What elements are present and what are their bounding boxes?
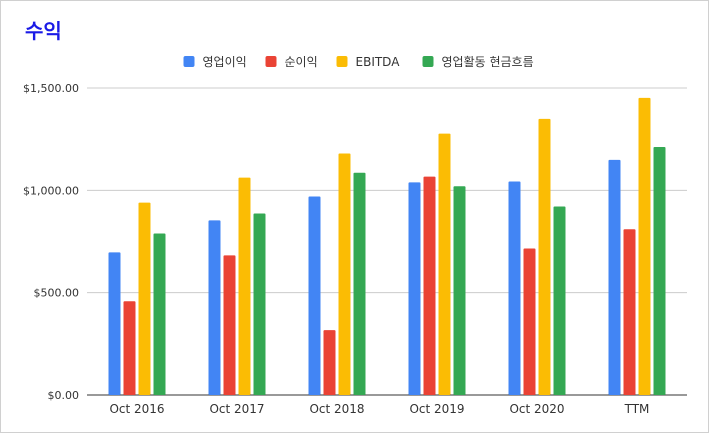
bar-2-1: [123, 301, 136, 395]
legend-label: EBITDA: [356, 55, 401, 69]
chart-title: 수익: [25, 19, 62, 43]
x-tick-label: Oct 2018: [309, 402, 364, 416]
bar-4-2: [253, 213, 266, 395]
y-tick-label: $1,500.00: [23, 82, 79, 95]
bar-1-1: [108, 252, 121, 395]
bar-3-4: [438, 133, 451, 395]
y-tick-label: $500.00: [34, 287, 80, 300]
legend-swatch: [336, 56, 348, 67]
bar-1-5: [508, 181, 521, 395]
legend-label: 순이익: [285, 55, 318, 69]
bar-4-3: [353, 172, 366, 395]
legend-swatch: [183, 56, 195, 67]
y-tick-label: $1,000.00: [23, 184, 79, 197]
bar-4-1: [153, 233, 166, 395]
bar-2-2: [223, 255, 236, 395]
bar-2-6: [623, 229, 636, 395]
bar-2-5: [523, 248, 536, 395]
y-tick-label: $0.00: [48, 389, 80, 402]
bar-1-4: [408, 182, 421, 395]
bar-3-3: [338, 153, 351, 395]
bar-2-3: [323, 330, 336, 395]
bar-3-2: [238, 177, 251, 395]
legend-label: 영업활동 현금흐름: [442, 55, 534, 69]
bar-2-4: [423, 176, 436, 395]
legend-label: 영업이익: [203, 55, 247, 69]
x-tick-label: Oct 2020: [509, 402, 564, 416]
bar-3-1: [138, 202, 151, 395]
legend-swatch: [265, 56, 277, 67]
bar-4-6: [653, 146, 666, 395]
x-tick-label: Oct 2017: [209, 402, 264, 416]
x-tick-label: TTM: [624, 402, 650, 416]
x-tick-label: Oct 2019: [409, 402, 464, 416]
x-tick-label: Oct 2016: [109, 402, 164, 416]
bar-1-2: [208, 220, 221, 395]
legend-swatch: [422, 56, 434, 67]
bar-1-3: [308, 196, 321, 395]
bar-3-5: [538, 118, 551, 395]
bar-1-6: [608, 159, 621, 395]
bar-4-5: [553, 206, 566, 395]
bar-4-4: [453, 186, 466, 395]
bar-3-6: [638, 97, 651, 395]
